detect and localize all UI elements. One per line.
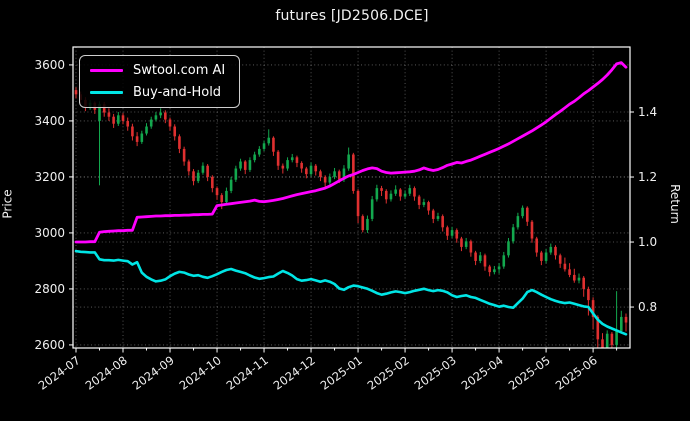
svg-text:0.8: 0.8 [638,300,657,314]
legend: Swtool.com AI Buy-and-Hold [79,55,241,108]
svg-text:2025-03: 2025-03 [412,353,459,393]
axis-ticks [69,64,634,353]
svg-text:3200: 3200 [34,170,65,184]
plot-border [72,46,631,349]
svg-text:3000: 3000 [34,226,65,240]
svg-text:2800: 2800 [34,282,65,296]
legend-label-ai: Swtool.com AI [133,63,226,78]
ai-line-swatch-icon [90,69,123,72]
svg-text:1.0: 1.0 [638,235,657,249]
svg-text:2025-01: 2025-01 [318,353,365,393]
legend-item-ai: Swtool.com AI [90,63,225,78]
svg-text:3600: 3600 [34,58,65,72]
svg-text:1.4: 1.4 [638,105,657,119]
svg-text:2024-10: 2024-10 [177,353,224,393]
chart-title: futures [JD2506.DCE] [275,8,429,24]
svg-text:2024-08: 2024-08 [83,353,130,393]
svg-text:3400: 3400 [34,114,65,128]
svg-text:2025-06: 2025-06 [553,353,600,393]
buy-and-hold-line [74,249,628,336]
bh-line-swatch-icon [90,91,123,94]
legend-item-bh: Buy-and-Hold [90,85,225,100]
svg-text:2025-02: 2025-02 [365,353,412,393]
svg-text:2025-05: 2025-05 [506,353,553,393]
svg-text:2600: 2600 [34,338,65,352]
ai-return-line [74,61,628,244]
svg-text:2024-09: 2024-09 [130,353,177,393]
svg-text:2024-11: 2024-11 [224,353,271,393]
candlesticks [74,87,628,348]
svg-text:2024-12: 2024-12 [271,353,318,393]
price-axis-label: Price [0,189,15,219]
svg-text:2024-07: 2024-07 [36,353,83,393]
return-axis-label: Return [667,184,682,224]
svg-text:2025-04: 2025-04 [459,353,506,393]
svg-text:1.2: 1.2 [638,170,657,184]
legend-label-bh: Buy-and-Hold [133,85,222,100]
